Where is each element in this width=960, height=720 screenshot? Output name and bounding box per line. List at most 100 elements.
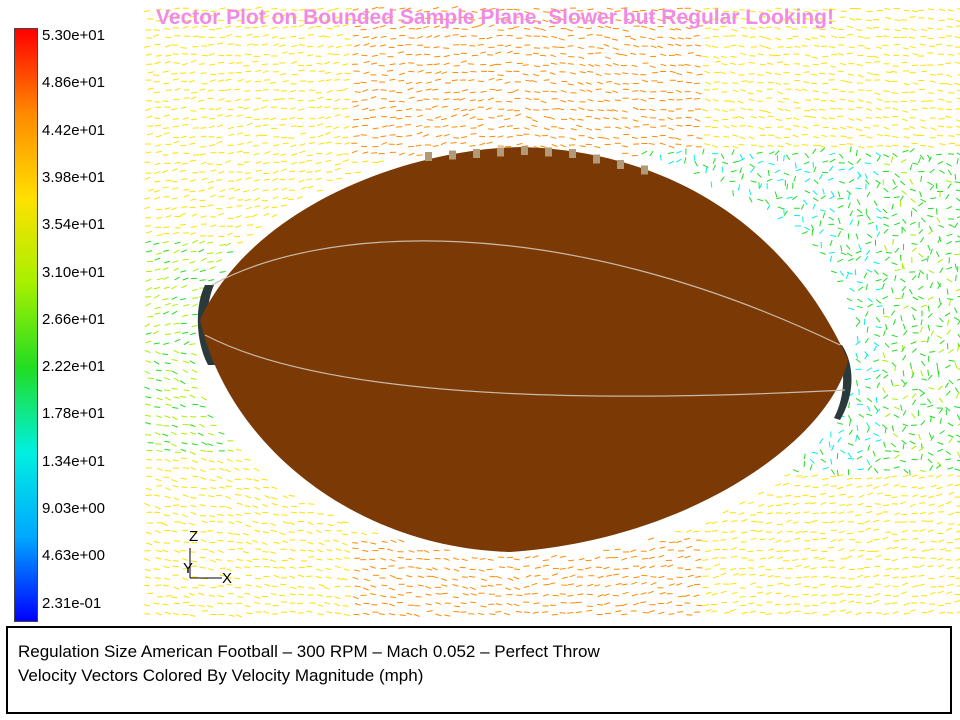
velocity-vector xyxy=(207,605,214,608)
velocity-vector xyxy=(469,91,476,94)
velocity-vector xyxy=(408,18,415,21)
velocity-vector xyxy=(775,539,782,543)
velocity-vector xyxy=(702,148,705,155)
velocity-vector xyxy=(543,11,550,13)
velocity-vector xyxy=(189,142,196,145)
velocity-vector xyxy=(489,135,496,138)
velocity-vector xyxy=(469,568,476,571)
velocity-vector xyxy=(361,54,368,57)
velocity-vector xyxy=(802,126,809,129)
velocity-vector xyxy=(948,153,955,155)
velocity-vector xyxy=(837,204,844,209)
velocity-vector xyxy=(749,573,756,576)
velocity-vector xyxy=(774,136,781,139)
velocity-vector xyxy=(909,178,914,185)
velocity-vector xyxy=(865,283,868,290)
velocity-vector xyxy=(938,224,945,229)
velocity-vector xyxy=(866,422,870,428)
velocity-vector xyxy=(245,116,252,119)
velocity-vector xyxy=(892,319,896,326)
velocity-vector xyxy=(866,326,869,333)
velocity-vector xyxy=(927,8,934,11)
velocity-vector xyxy=(441,25,448,29)
velocity-vector xyxy=(866,426,870,433)
velocity-vector xyxy=(795,168,802,172)
velocity-vector xyxy=(279,594,286,597)
velocity-vector xyxy=(245,8,252,11)
velocity-vector xyxy=(362,549,369,552)
velocity-vector xyxy=(693,35,700,37)
velocity-vector xyxy=(170,530,178,533)
velocity-vector xyxy=(857,503,864,506)
velocity-vector xyxy=(919,541,926,544)
velocity-vector xyxy=(705,81,712,85)
velocity-vector xyxy=(415,124,423,128)
velocity-vector xyxy=(172,53,179,55)
velocity-vector xyxy=(909,188,916,192)
velocity-vector xyxy=(957,319,960,325)
velocity-vector xyxy=(845,244,851,250)
velocity-vector xyxy=(668,160,675,165)
velocity-vector xyxy=(145,108,152,111)
velocity-vector xyxy=(900,501,907,505)
velocity-vector xyxy=(865,241,872,245)
velocity-vector xyxy=(705,167,708,174)
velocity-vector xyxy=(236,9,243,12)
velocity-vector xyxy=(525,97,532,101)
velocity-vector xyxy=(182,577,189,581)
velocity-vector xyxy=(334,167,341,171)
velocity-vector xyxy=(677,555,684,559)
velocity-vector xyxy=(145,240,152,244)
velocity-vector xyxy=(577,82,584,85)
velocity-vector xyxy=(426,610,433,612)
velocity-vector xyxy=(381,602,388,605)
velocity-vector xyxy=(191,313,198,316)
velocity-vector xyxy=(837,469,839,477)
velocity-vector xyxy=(930,197,937,200)
velocity-vector xyxy=(575,611,583,613)
velocity-vector xyxy=(768,162,775,165)
velocity-vector xyxy=(649,108,656,112)
velocity-vector xyxy=(912,537,919,540)
velocity-vector xyxy=(849,219,854,226)
velocity-vector xyxy=(875,179,881,184)
velocity-vector xyxy=(407,87,414,91)
velocity-vector xyxy=(847,415,852,421)
velocity-vector xyxy=(253,479,260,482)
velocity-vector xyxy=(930,416,932,423)
velocity-vector xyxy=(927,369,930,376)
velocity-vector xyxy=(243,161,250,163)
velocity-vector xyxy=(948,512,955,516)
velocity-vector xyxy=(872,26,880,29)
velocity-vector xyxy=(794,45,801,48)
velocity-vector xyxy=(153,190,161,193)
velocity-vector xyxy=(227,151,234,155)
velocity-vector xyxy=(279,44,286,47)
velocity-vector xyxy=(765,26,772,28)
velocity-vector xyxy=(189,15,196,18)
velocity-vector xyxy=(855,149,858,156)
velocity-vector xyxy=(857,35,864,38)
velocity-vector xyxy=(829,520,836,524)
colorbar-tick-label: 4.63e+00 xyxy=(42,547,105,565)
velocity-vector xyxy=(669,10,676,13)
velocity-vector xyxy=(810,108,817,111)
velocity-vector xyxy=(918,252,924,258)
velocity-vector xyxy=(542,564,549,567)
velocity-vector xyxy=(882,387,886,394)
velocity-vector xyxy=(291,60,298,64)
velocity-vector xyxy=(190,416,197,418)
velocity-vector xyxy=(318,142,325,145)
velocity-vector xyxy=(243,487,250,490)
velocity-vector xyxy=(938,575,945,578)
velocity-vector xyxy=(208,495,215,498)
velocity-vector xyxy=(614,73,621,75)
velocity-vector xyxy=(192,35,199,38)
velocity-vector xyxy=(443,18,450,21)
velocity-vector xyxy=(837,437,842,443)
velocity-vector xyxy=(928,230,934,235)
velocity-vector xyxy=(910,234,917,236)
velocity-vector xyxy=(180,270,187,273)
velocity-vector xyxy=(630,52,637,55)
velocity-vector xyxy=(585,82,592,85)
